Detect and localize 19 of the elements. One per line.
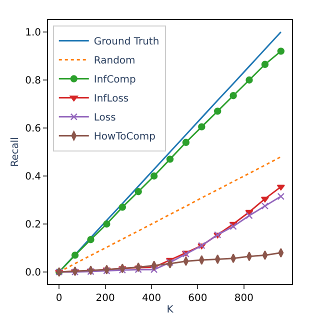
y-axis-title: Recall: [10, 137, 22, 167]
x-tick-label: 800: [234, 293, 254, 304]
legend-label: HowToComp: [94, 132, 156, 143]
y-tick-label: 1.0: [25, 28, 41, 38]
y-tick-label: 0.2: [25, 220, 41, 230]
x-axis-title: K: [166, 304, 174, 316]
y-tick-label: 0.6: [25, 124, 41, 134]
y-tick-label: 0.0: [25, 268, 41, 278]
x-tick-label: 200: [96, 293, 115, 304]
y-tick-label: 0.8: [25, 76, 41, 86]
x-tick-label: 400: [142, 293, 162, 304]
y-tick-label: 0.4: [25, 172, 41, 182]
x-tick-label: 0: [56, 293, 62, 304]
legend-label: Loss: [94, 112, 116, 124]
legend-label: Ground Truth: [94, 36, 160, 48]
legend-label: Random: [94, 56, 136, 67]
legend-label: InfLoss: [94, 94, 129, 105]
x-tick-label: 600: [188, 293, 208, 304]
legend-label: InfComp: [94, 74, 136, 86]
